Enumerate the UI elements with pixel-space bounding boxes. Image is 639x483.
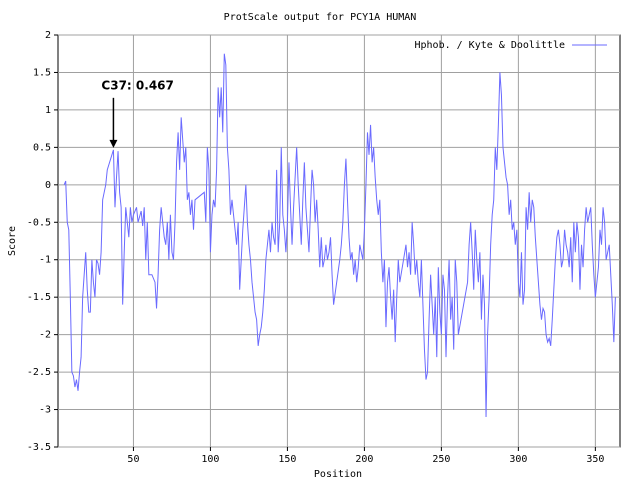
y-tick-label: -1.5: [27, 292, 51, 303]
x-tick-label: 200: [355, 454, 373, 465]
annotation-arrowhead: [109, 139, 118, 148]
y-tick-label: -1: [39, 255, 51, 266]
y-tick-label: 2: [45, 30, 51, 41]
y-axis-label: Score: [7, 226, 18, 256]
y-tick-label: -2: [39, 330, 51, 341]
x-tick-label: 100: [201, 454, 219, 465]
data-line: [63, 53, 616, 418]
x-tick-label: 350: [586, 454, 604, 465]
annotation-text: C37: 0.467: [101, 78, 173, 92]
y-tick-label: 0: [45, 180, 51, 191]
y-tick-label: 0.5: [33, 142, 51, 153]
y-tick-label: -0.5: [27, 217, 51, 228]
chart-title: ProtScale output for PCY1A HUMAN: [224, 12, 417, 23]
x-tick-label: 50: [127, 454, 139, 465]
y-tick-label: -3.5: [27, 442, 51, 453]
x-tick-label: 300: [509, 454, 527, 465]
plot-frame: [57, 34, 621, 448]
y-tick-label: 1.5: [33, 67, 51, 78]
legend-label: Hphob. / Kyte & Doolittle: [414, 40, 565, 51]
x-axis-label: Position: [314, 469, 362, 480]
x-tick-label: 250: [432, 454, 450, 465]
y-tick-label: 1: [45, 105, 51, 116]
y-tick-label: -2.5: [27, 367, 51, 378]
y-tick-label: -3: [39, 405, 51, 416]
x-tick-label: 150: [278, 454, 296, 465]
